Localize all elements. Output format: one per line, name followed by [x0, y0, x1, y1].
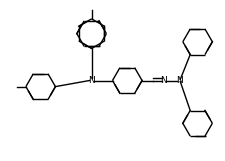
- Text: N: N: [88, 76, 95, 85]
- Text: N: N: [161, 76, 167, 85]
- Text: N: N: [176, 76, 183, 85]
